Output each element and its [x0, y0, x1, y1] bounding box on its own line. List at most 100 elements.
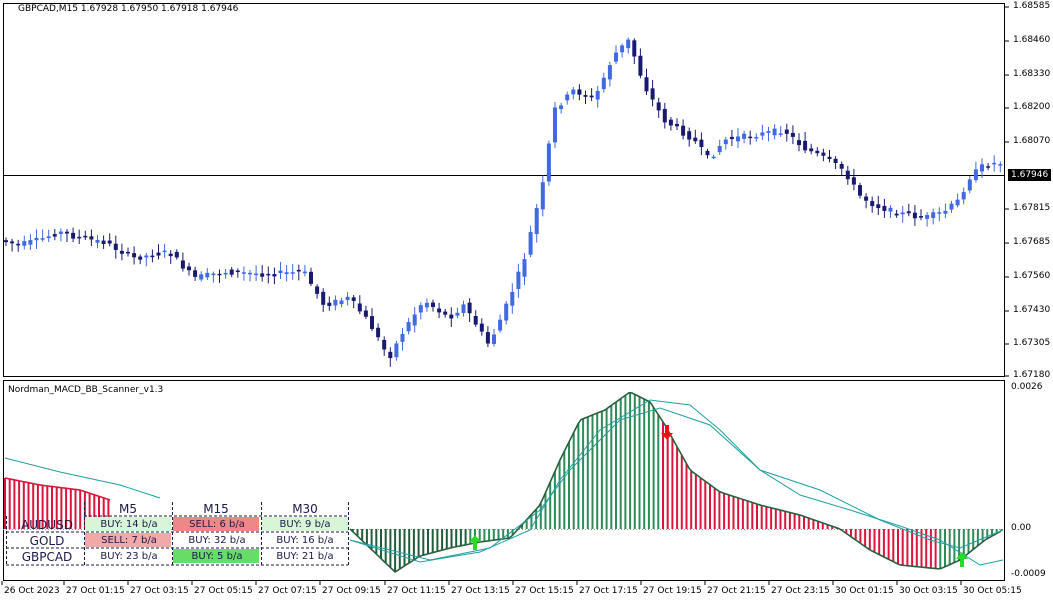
bollinger-band-left [4, 457, 161, 499]
main-chart-frame [3, 3, 1005, 377]
candle-body [949, 203, 954, 210]
candle-body [89, 236, 94, 240]
candle-body [931, 212, 936, 219]
candle-body [553, 107, 557, 143]
price-tick-label: 1.67815 [1013, 203, 1051, 213]
candle-body [998, 164, 1003, 166]
time-tick-label: 30 Oct 01:15 [835, 586, 894, 596]
candle-body [10, 241, 15, 244]
signal-cell[interactable]: BUY: 32 b/a [188, 535, 246, 546]
signal-cell[interactable]: BUY: 21 b/a [276, 551, 334, 562]
candle-body [919, 216, 923, 218]
candle-body [327, 302, 332, 306]
candle-body [71, 232, 76, 239]
indicator-frame [3, 380, 1005, 581]
candle-body [266, 273, 271, 276]
candle-body [40, 238, 45, 240]
candle-body [22, 241, 27, 246]
indicator-tick-label: -0.0009 [1011, 569, 1046, 579]
candle-body [101, 240, 106, 244]
candle-body [107, 240, 112, 244]
candle-body [473, 316, 478, 325]
candle-body [144, 255, 149, 258]
candle-body [229, 269, 234, 275]
candle-body [626, 39, 631, 49]
candle-body [943, 210, 948, 214]
candle-body [583, 95, 588, 97]
signal-cell[interactable]: BUY: 14 b/a [100, 519, 158, 530]
symbol-label-gold[interactable]: GOLD [29, 534, 65, 548]
candle-body [431, 302, 435, 307]
candle-body [443, 311, 448, 315]
candle-body [248, 272, 252, 275]
bollinger-band-lower [349, 407, 1004, 561]
candle-body [961, 192, 966, 200]
candle-body [559, 105, 564, 110]
candle-body [656, 102, 661, 111]
indicator-name-label: Nordman_MACD_BB_Scanner_v1.3 [8, 385, 164, 395]
candle-body [809, 148, 814, 152]
candle-body [235, 270, 240, 273]
symbol-label-audusd[interactable]: AUDUSD [21, 518, 73, 532]
candle-body [211, 273, 216, 276]
candle-body [382, 339, 387, 350]
candle-body [614, 52, 618, 62]
price-tick-label: 1.68070 [1013, 136, 1051, 146]
candle-body [992, 162, 997, 165]
candle-body [845, 170, 850, 180]
candle-body [363, 310, 368, 317]
candle-body [272, 274, 277, 277]
candle-body [241, 272, 246, 274]
candle-body [321, 291, 326, 305]
buy-arrow-icon [469, 535, 481, 550]
signal-cell[interactable]: BUY: 5 b/a [191, 551, 243, 562]
signal-cell[interactable]: SELL: 6 b/a [189, 519, 245, 530]
candle-body [193, 270, 198, 277]
candle-body [546, 143, 551, 182]
candle-body [113, 243, 118, 250]
candle-body [662, 108, 667, 123]
candle-body [620, 45, 625, 53]
candle-body [870, 201, 875, 207]
candle-body [925, 215, 930, 219]
candle-body [601, 77, 606, 90]
candle-body [803, 140, 808, 151]
candle-body [821, 152, 826, 156]
candle-body [58, 231, 63, 234]
signal-cell-bg [85, 533, 171, 547]
signal-cell-bg [85, 549, 171, 563]
candle-body [199, 274, 204, 280]
candle-body [28, 240, 33, 245]
signal-cell[interactable]: SELL: 7 b/a [101, 535, 157, 546]
candle-body [833, 158, 838, 163]
time-tick-label: 27 Oct 11:15 [387, 586, 446, 596]
indicator-tick-label: 0.00 [1011, 523, 1032, 533]
candle-body [790, 132, 795, 137]
candle-body [309, 271, 313, 284]
candle-body [717, 145, 722, 153]
time-tick-label: 27 Oct 23:15 [771, 586, 830, 596]
candle-body [284, 272, 289, 275]
candle-body [351, 297, 356, 301]
candle-body [296, 269, 301, 272]
candle-body [504, 303, 509, 321]
candle-body [986, 166, 991, 168]
candle-body [16, 243, 21, 246]
candle-body [412, 314, 417, 326]
candle-body [723, 139, 728, 145]
candle-body [406, 322, 411, 332]
candle-body [973, 169, 978, 181]
signal-cell[interactable]: BUY: 9 b/a [279, 519, 331, 530]
candle-body [65, 231, 69, 234]
symbol-label-gbpcad[interactable]: GBPCAD [21, 550, 73, 564]
time-tick-label: 27 Oct 05:15 [194, 586, 253, 596]
time-tick-label: 27 Oct 17:15 [579, 586, 638, 596]
candle-body [345, 296, 350, 300]
candle-body [851, 177, 856, 185]
candle-body [516, 271, 521, 289]
signal-cell[interactable]: BUY: 16 b/a [276, 535, 334, 546]
candle-body [888, 207, 893, 212]
signal-cell[interactable]: BUY: 23 b/a [100, 551, 158, 562]
candle-body [492, 334, 496, 344]
